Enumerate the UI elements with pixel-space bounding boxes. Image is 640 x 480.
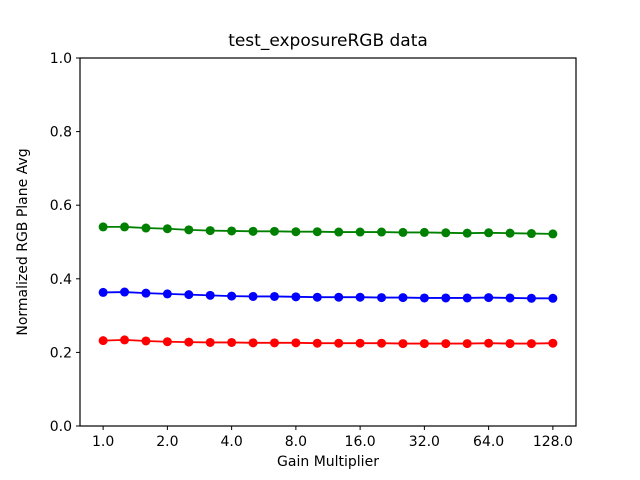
x-tick-label: 128.0 — [533, 434, 573, 450]
data-point-red-plane — [248, 338, 258, 348]
data-point-blue-plane — [462, 293, 472, 303]
series-layer — [98, 222, 558, 349]
y-tick-label: 0.2 — [50, 345, 72, 361]
axis-tick-labels: 1.0 2.0 4.0 8.0 16.0 32.0 64.0 128.0 0.0 0.2 0.4 0.… — [50, 51, 573, 450]
y-tick-label: 0.4 — [50, 272, 72, 288]
series-line-blue-plane — [103, 291, 553, 300]
chart-title: test_exposureRGB data — [228, 31, 428, 51]
data-point-blue-plane — [291, 292, 301, 302]
data-point-green-plane — [398, 227, 408, 237]
data-point-blue-plane — [526, 293, 536, 303]
data-point-green-plane — [334, 227, 344, 237]
data-point-red-plane — [548, 338, 558, 348]
data-point-blue-plane — [98, 287, 108, 297]
data-point-blue-plane — [184, 290, 194, 300]
data-point-blue-plane — [120, 287, 130, 297]
data-point-red-plane — [162, 337, 172, 347]
x-tick-label: 8.0 — [285, 434, 307, 450]
plot-area — [80, 58, 576, 426]
data-point-red-plane — [377, 338, 387, 348]
data-point-blue-plane — [505, 293, 515, 303]
data-point-blue-plane — [162, 289, 172, 299]
data-point-red-plane — [334, 338, 344, 348]
data-point-blue-plane — [441, 293, 451, 303]
data-point-blue-plane — [548, 293, 558, 303]
series-line-red-plane — [103, 338, 553, 345]
data-point-green-plane — [120, 222, 130, 232]
y-tick-label: 0.8 — [50, 125, 72, 141]
series-green-plane — [98, 222, 558, 239]
y-tick-label: 0.0 — [50, 419, 72, 435]
series-blue-plane — [98, 287, 558, 303]
data-point-green-plane — [377, 227, 387, 237]
data-point-red-plane — [505, 339, 515, 349]
x-tick-label: 1.0 — [92, 434, 114, 450]
data-point-blue-plane — [398, 293, 408, 303]
series-red-plane — [98, 335, 558, 349]
x-tick-label: 64.0 — [473, 434, 504, 450]
data-point-blue-plane — [377, 293, 387, 303]
axes-spines — [79, 57, 577, 427]
data-point-red-plane — [184, 337, 194, 347]
x-axis-label: Gain Multiplier — [277, 454, 379, 470]
data-point-green-plane — [291, 227, 301, 237]
data-point-red-plane — [462, 339, 472, 349]
data-point-red-plane — [98, 336, 108, 346]
data-point-green-plane — [441, 228, 451, 238]
data-point-green-plane — [162, 224, 172, 234]
data-point-blue-plane — [248, 291, 258, 301]
data-point-blue-plane — [312, 292, 322, 302]
x-tick-label: 16.0 — [345, 434, 376, 450]
data-point-green-plane — [184, 225, 194, 235]
axis-ticks — [76, 57, 554, 430]
y-axis-label: Normalized RGB Plane Avg — [15, 148, 31, 335]
data-point-red-plane — [526, 339, 536, 349]
data-point-blue-plane — [355, 292, 365, 302]
y-tick-label: 1.0 — [50, 51, 72, 67]
data-point-red-plane — [484, 338, 494, 348]
data-point-red-plane — [291, 338, 301, 348]
data-point-blue-plane — [227, 291, 237, 301]
x-tick-label: 4.0 — [220, 434, 242, 450]
data-point-red-plane — [355, 338, 365, 348]
x-tick-label: 32.0 — [409, 434, 440, 450]
data-point-green-plane — [227, 226, 237, 236]
data-point-red-plane — [227, 337, 237, 347]
data-point-red-plane — [441, 339, 451, 349]
data-point-red-plane — [205, 337, 215, 347]
data-point-blue-plane — [334, 292, 344, 302]
x-tick-label: 2.0 — [156, 434, 178, 450]
data-point-green-plane — [484, 228, 494, 238]
data-point-green-plane — [419, 227, 429, 237]
data-point-red-plane — [120, 335, 130, 345]
data-point-red-plane — [398, 339, 408, 349]
data-point-blue-plane — [205, 290, 215, 300]
data-point-green-plane — [505, 228, 515, 238]
data-point-green-plane — [355, 227, 365, 237]
data-point-blue-plane — [141, 288, 151, 298]
data-point-red-plane — [419, 339, 429, 349]
data-point-green-plane — [462, 228, 472, 238]
data-point-green-plane — [205, 226, 215, 236]
data-point-green-plane — [141, 223, 151, 233]
data-point-red-plane — [269, 338, 279, 348]
data-point-green-plane — [548, 229, 558, 239]
data-point-blue-plane — [484, 293, 494, 303]
data-point-green-plane — [269, 226, 279, 236]
series-line-green-plane — [103, 226, 553, 235]
data-point-blue-plane — [269, 291, 279, 301]
data-point-blue-plane — [419, 293, 429, 303]
data-point-green-plane — [312, 227, 322, 237]
data-point-green-plane — [526, 229, 536, 239]
data-point-green-plane — [248, 226, 258, 236]
y-tick-label: 0.6 — [50, 198, 72, 214]
data-point-red-plane — [312, 338, 322, 348]
data-point-green-plane — [98, 222, 108, 232]
data-point-red-plane — [141, 336, 151, 346]
